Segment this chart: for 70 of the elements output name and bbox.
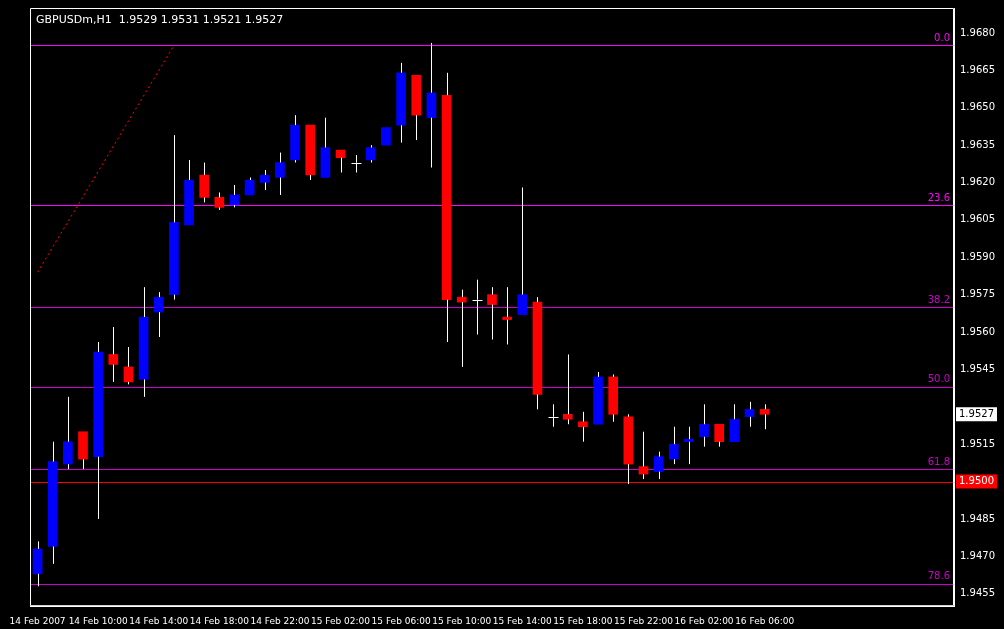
y-tick-label: 1.9455 xyxy=(960,587,995,599)
candlestick xyxy=(32,540,43,587)
candlestick xyxy=(426,42,437,169)
y-tick-label: 1.9575 xyxy=(960,288,995,300)
candlestick xyxy=(214,191,225,211)
candlestick xyxy=(365,144,376,164)
candlestick xyxy=(608,373,619,423)
candlestick xyxy=(259,169,270,191)
y-tick-label: 1.9605 xyxy=(960,213,995,225)
candlestick xyxy=(638,431,649,480)
candlestick xyxy=(487,286,497,340)
y-tick-label: 1.9590 xyxy=(960,250,995,262)
candlestick xyxy=(699,403,709,448)
text: GBPUSDm,H1 1.9529 1.9531 1.9521 1.9527 xyxy=(36,13,284,26)
candlestick xyxy=(744,401,755,428)
candlestick xyxy=(472,279,483,336)
candlestick xyxy=(441,72,452,343)
candlestick xyxy=(169,134,179,301)
annotation: 23.6 xyxy=(927,191,950,203)
candlestick xyxy=(275,152,285,196)
y-tick-label: 1.9650 xyxy=(960,101,995,113)
x-tick-label: 15 Feb 14:00 xyxy=(492,615,553,626)
y-tick-label: 1.9680 xyxy=(960,26,995,38)
ref-line-label: 1.9500 xyxy=(959,475,994,487)
x-tick-label: 14 Feb 2007 xyxy=(9,615,66,626)
y-tick-label: 1.9635 xyxy=(960,138,995,150)
x-tick-label: 16 Feb 06:00 xyxy=(735,615,795,626)
x-tick-label: 16 Feb 02:00 xyxy=(674,615,734,626)
x-tick-label: 14 Feb 22:00 xyxy=(250,615,310,626)
candlestick xyxy=(93,341,103,520)
candlestick xyxy=(502,286,512,345)
candlestick xyxy=(351,154,362,174)
x-tick-label: 15 Feb 22:00 xyxy=(613,615,674,626)
candlestick xyxy=(548,403,559,428)
annotation: 0.0 xyxy=(934,31,950,43)
y-tick-label: 1.9620 xyxy=(960,176,995,188)
candlestick xyxy=(63,396,73,470)
candlestick xyxy=(653,451,664,480)
candlestick xyxy=(108,326,119,383)
x-tick-label: 15 Feb 10:00 xyxy=(432,615,492,626)
x-tick-label: 15 Feb 06:00 xyxy=(371,615,431,626)
annotation: 61.8 xyxy=(927,455,950,467)
annotation: 38.2 xyxy=(927,293,950,305)
y-tick-label: 1.9560 xyxy=(960,325,995,337)
candlestick xyxy=(199,162,210,203)
candlestick xyxy=(532,296,543,410)
candlestick xyxy=(396,62,406,144)
candlestick xyxy=(138,286,149,398)
x-tick-label: 14 Feb 18:00 xyxy=(189,615,250,626)
candlestick xyxy=(668,426,679,465)
x-tick-label: 14 Feb 10:00 xyxy=(68,615,128,626)
candlestick xyxy=(562,353,573,425)
candlestick xyxy=(153,291,164,338)
y-tick-label: 1.9470 xyxy=(960,549,995,561)
candlestick xyxy=(47,441,58,565)
y-tick-label: 1.9485 xyxy=(960,512,995,524)
annotation: 78.6 xyxy=(927,570,950,582)
x-tick-label: 14 Feb 14:00 xyxy=(129,615,189,626)
y-tick-label: 1.9515 xyxy=(960,437,995,449)
x-tick-label: 15 Feb 18:00 xyxy=(553,615,613,626)
candlestick xyxy=(684,426,694,465)
y-tick-label: 1.9665 xyxy=(960,63,995,75)
annotation: 50.0 xyxy=(927,373,950,385)
annotation: 1.9527 xyxy=(959,407,994,419)
candlestick xyxy=(578,411,588,443)
x-tick-label: 15 Feb 02:00 xyxy=(311,615,371,626)
y-tick-label: 1.9545 xyxy=(960,363,995,375)
candlestick xyxy=(456,289,467,368)
candlestick xyxy=(759,403,770,430)
candlestick xyxy=(290,114,300,164)
